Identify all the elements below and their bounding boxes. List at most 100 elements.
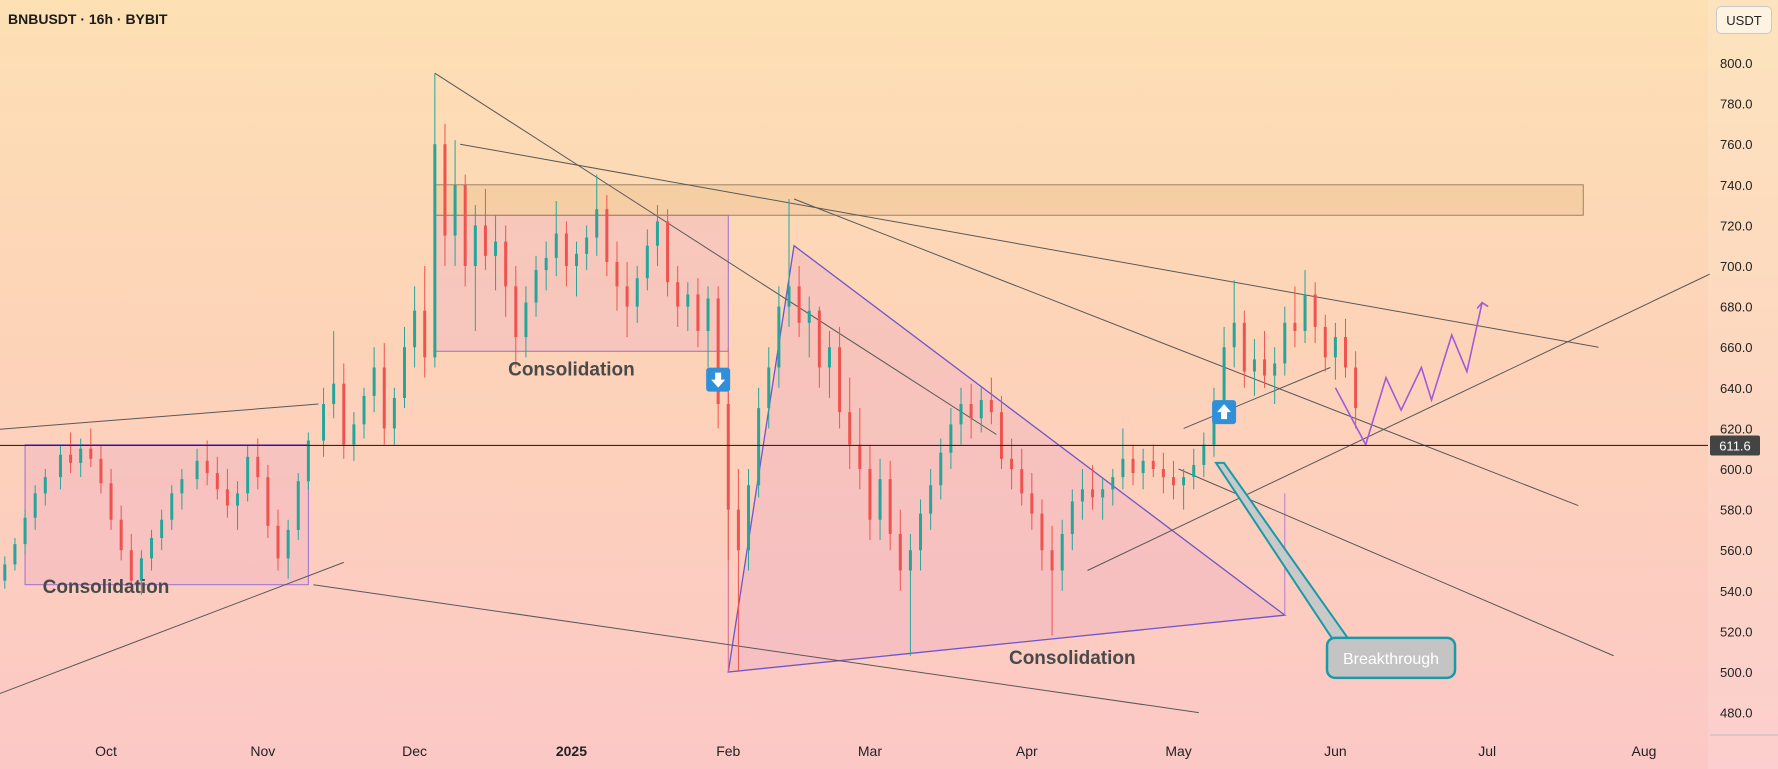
candle	[999, 395, 1003, 469]
candle	[170, 485, 174, 530]
candle	[1303, 270, 1307, 344]
breakthrough-label: Breakthrough	[1343, 651, 1439, 668]
candle	[1111, 469, 1115, 506]
x-tick-label: Apr	[1016, 743, 1038, 759]
candle-body	[544, 257, 548, 271]
candle	[807, 296, 811, 358]
candle-body	[1323, 326, 1327, 358]
candle-body	[564, 233, 568, 266]
candle-body	[286, 529, 290, 559]
candle	[372, 347, 376, 413]
candle-body	[382, 367, 386, 429]
candle-body	[514, 286, 518, 338]
candle	[1354, 351, 1358, 429]
candle	[686, 282, 690, 331]
candle-body	[1252, 359, 1256, 372]
candle	[266, 464, 270, 539]
candle-body	[716, 298, 720, 405]
candle	[1050, 525, 1054, 636]
candle-body	[1313, 294, 1317, 327]
candle	[1161, 452, 1165, 494]
candle	[58, 444, 62, 490]
candle	[787, 199, 791, 327]
candle-body	[433, 144, 437, 358]
candle-body	[1070, 501, 1074, 534]
candle-body	[838, 347, 842, 413]
x-tick-label: 2025	[556, 743, 587, 759]
candle-body	[747, 485, 751, 551]
candle	[1040, 499, 1044, 571]
candle-body	[777, 306, 781, 368]
candle-body	[195, 460, 199, 480]
candle	[1141, 448, 1145, 490]
consolidation-label-3: Consolidation	[1009, 648, 1136, 669]
candle-body	[1080, 489, 1084, 502]
candle	[402, 326, 406, 409]
signal-glyph	[1217, 404, 1232, 420]
candle-body	[276, 525, 280, 559]
candle	[1010, 438, 1014, 490]
candle-body	[827, 347, 831, 368]
candle	[362, 387, 366, 439]
candle	[1344, 318, 1348, 378]
candle-body	[1131, 458, 1135, 474]
consolidation-label-1: Consolidation	[43, 577, 170, 598]
up-arrow-icon	[1212, 400, 1237, 425]
candle	[1121, 428, 1125, 490]
candle-body	[817, 310, 821, 368]
candle	[195, 448, 199, 490]
candle	[635, 266, 639, 323]
candle-body	[595, 209, 599, 238]
candle	[352, 412, 356, 461]
triangle-layer	[727, 244, 1287, 673]
candle	[1080, 469, 1084, 520]
candle	[868, 444, 872, 541]
triangle-pattern	[727, 244, 1287, 673]
candle	[797, 266, 801, 338]
candle-body	[205, 460, 209, 474]
candle	[342, 363, 346, 459]
candle	[908, 533, 912, 656]
candle	[666, 209, 670, 297]
candle-body	[1171, 477, 1175, 486]
candle	[433, 73, 437, 368]
candle-body	[58, 454, 62, 478]
candle	[1293, 286, 1297, 348]
candle-body	[615, 261, 619, 287]
candle-body	[1141, 460, 1145, 474]
candle	[777, 286, 781, 388]
candle	[1273, 347, 1277, 405]
candle-body	[423, 310, 427, 358]
candle-body	[575, 253, 579, 266]
candle-body	[43, 477, 47, 494]
candle-body	[554, 233, 558, 258]
currency-unit-button[interactable]: USDT	[1716, 6, 1772, 34]
zone-3	[434, 184, 1584, 216]
y-tick-label: 800.0	[1720, 56, 1753, 71]
candle	[215, 456, 219, 500]
candle-body	[483, 225, 487, 256]
candle-body	[939, 452, 943, 486]
candle	[827, 330, 831, 398]
candle-body	[848, 412, 852, 445]
candle	[969, 383, 973, 439]
candle	[504, 225, 508, 317]
candle-body	[494, 241, 498, 256]
candle-body	[79, 448, 83, 463]
candle-body	[3, 564, 7, 581]
y-tick-label: 740.0	[1720, 178, 1753, 193]
y-tick-label: 700.0	[1720, 259, 1753, 274]
candle	[246, 444, 250, 502]
candle	[463, 174, 467, 287]
candle-body	[1344, 337, 1348, 368]
y-tick-label: 720.0	[1720, 218, 1753, 233]
candle	[848, 377, 852, 469]
y-tick-label: 500.0	[1720, 665, 1753, 680]
trendline-6	[793, 198, 1579, 507]
candle-body	[949, 424, 953, 453]
candle	[1192, 448, 1196, 490]
candle-body	[1111, 477, 1115, 490]
candle-body	[236, 493, 240, 506]
candle	[129, 533, 133, 591]
